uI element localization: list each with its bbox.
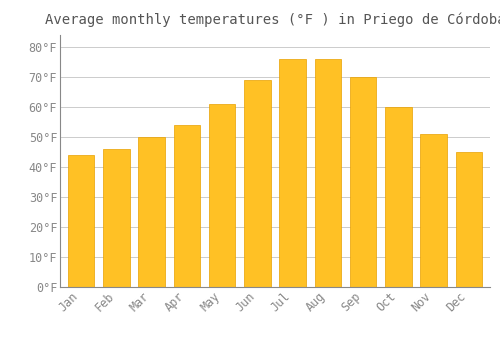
Bar — [103, 149, 130, 287]
Bar — [314, 59, 341, 287]
Bar — [68, 155, 94, 287]
Bar — [350, 77, 376, 287]
Bar — [244, 80, 270, 287]
Bar — [280, 59, 306, 287]
Bar — [174, 125, 200, 287]
Bar — [209, 104, 236, 287]
Bar — [420, 134, 447, 287]
Title: Average monthly temperatures (°F ) in Priego de Córdoba: Average monthly temperatures (°F ) in Pr… — [44, 12, 500, 27]
Bar — [385, 107, 411, 287]
Bar — [456, 152, 482, 287]
Bar — [138, 137, 165, 287]
